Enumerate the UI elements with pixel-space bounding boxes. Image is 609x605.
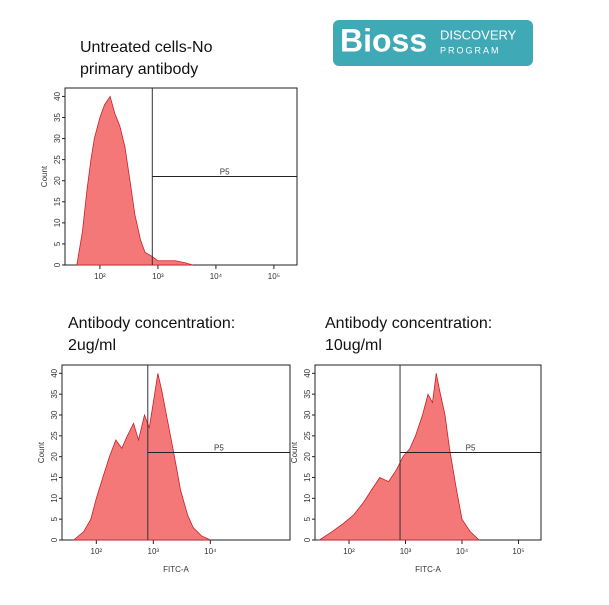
logo-brand: Bioss: [340, 22, 427, 58]
y-tick-label: 25: [303, 431, 312, 440]
y-tick-label: 20: [50, 452, 59, 461]
y-tick-label: 25: [50, 431, 59, 440]
y-tick-label: 30: [50, 410, 59, 419]
y-tick-label: 30: [53, 134, 62, 143]
y-axis-label: Count: [290, 441, 299, 463]
panel-title: Antibody concentration:: [68, 315, 235, 332]
x-tick-label: 10²: [94, 272, 106, 281]
y-tick-label: 40: [53, 91, 62, 100]
x-tick-label: 10⁴: [210, 272, 223, 281]
x-tick-label: 10⁵: [268, 272, 280, 281]
y-axis-label: Count: [37, 441, 46, 463]
panel-title: 10ug/ml: [325, 337, 382, 354]
x-tick-label: 10²: [343, 547, 355, 556]
x-tick-label: 10³: [400, 547, 412, 556]
x-tick-label: 10⁵: [512, 547, 524, 556]
x-tick-label: 10²: [91, 547, 103, 556]
y-tick-label: 15: [303, 473, 312, 482]
y-tick-label: 0: [50, 537, 59, 542]
y-tick-label: 40: [50, 368, 59, 377]
x-axis-label: FITC-A: [415, 565, 441, 574]
y-tick-label: 40: [303, 368, 312, 377]
y-tick-label: 5: [53, 241, 62, 246]
logo-box: [333, 20, 533, 66]
panel-title: Untreated cells-No: [80, 39, 213, 56]
y-tick-label: 30: [303, 410, 312, 419]
gate-label: P5: [214, 444, 224, 453]
y-tick-label: 0: [53, 262, 62, 267]
x-axis-label: FITC-A: [163, 565, 189, 574]
y-tick-label: 10: [53, 218, 62, 227]
panel-title: 2ug/ml: [68, 337, 116, 354]
y-tick-label: 35: [303, 389, 312, 398]
x-tick-label: 10⁴: [456, 547, 469, 556]
histogram-area: [72, 373, 211, 541]
x-tick-label: 10³: [148, 547, 160, 556]
logo-line1: DISCOVERY: [440, 27, 517, 42]
y-tick-label: 25: [53, 155, 62, 164]
y-tick-label: 0: [303, 537, 312, 542]
y-tick-label: 20: [53, 176, 62, 185]
y-tick-label: 5: [50, 516, 59, 521]
y-tick-label: 10: [303, 493, 312, 502]
gate-label: P5: [466, 444, 476, 453]
histogram-area: [318, 373, 481, 541]
gate-label: P5: [220, 168, 230, 177]
y-tick-label: 35: [50, 389, 59, 398]
logo-line2: PROGRAM: [440, 45, 501, 55]
y-tick-label: 5: [303, 516, 312, 521]
x-tick-label: 10⁴: [204, 547, 217, 556]
y-tick-label: 15: [50, 473, 59, 482]
panel-title: primary antibody: [80, 61, 198, 78]
y-tick-label: 35: [53, 113, 62, 122]
y-tick-label: 15: [53, 197, 62, 206]
panel-title: Antibody concentration:: [325, 315, 492, 332]
y-tick-label: 10: [50, 493, 59, 502]
y-axis-label: Count: [40, 165, 49, 187]
histogram-area: [76, 95, 193, 266]
x-tick-label: 10³: [152, 272, 164, 281]
y-tick-label: 20: [303, 452, 312, 461]
